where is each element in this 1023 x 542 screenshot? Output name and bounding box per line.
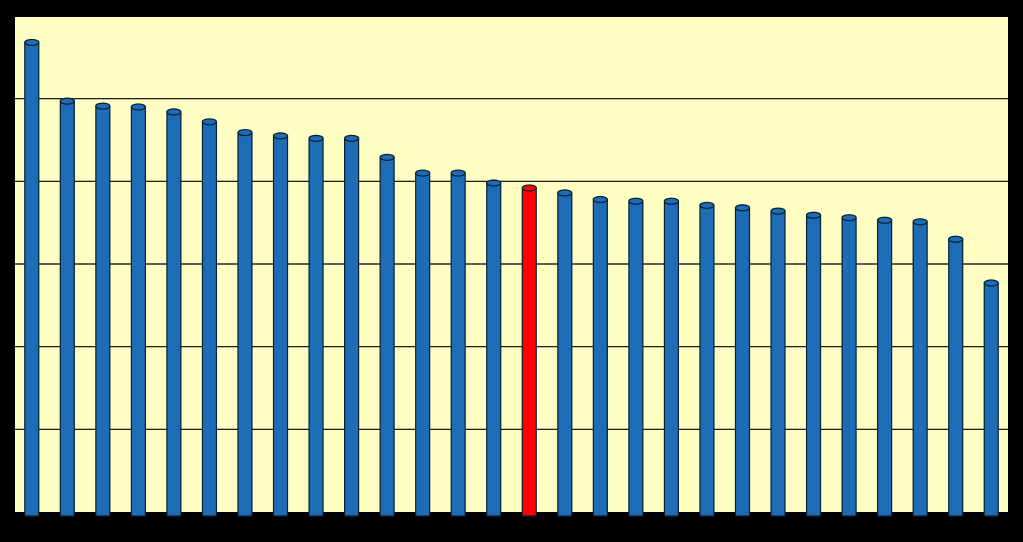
bar-cap: [805, 211, 822, 219]
bar-body: [912, 221, 928, 517]
bar-cap: [557, 189, 573, 197]
bar: [450, 169, 466, 517]
bar-cap: [770, 207, 786, 215]
bar: [201, 118, 218, 517]
bar-cap: [343, 134, 360, 142]
bar: [557, 189, 573, 517]
bar-cap: [663, 197, 680, 205]
bar: [877, 216, 893, 517]
bar-cap: [983, 279, 999, 287]
bar-cap: [841, 214, 857, 222]
bar-body: [201, 121, 218, 517]
bar-body: [628, 200, 644, 517]
bar-body: [841, 217, 857, 517]
bar-body: [486, 182, 502, 517]
bar-body: [24, 41, 40, 517]
bar-cap: [59, 97, 75, 105]
bar-cap: [24, 38, 40, 47]
bar-body: [415, 172, 431, 517]
bar-body: [59, 100, 75, 517]
bar-body: [166, 111, 182, 517]
floor: [14, 512, 1009, 519]
bar-body: [379, 156, 395, 517]
bar-body: [308, 137, 324, 517]
bar: [628, 197, 644, 517]
bar: [379, 153, 395, 517]
bar-body: [272, 135, 289, 517]
bar: [592, 195, 608, 517]
bar-body: [521, 187, 537, 517]
bar: [24, 38, 40, 517]
bar-cap: [237, 128, 253, 137]
bar-cap: [948, 235, 964, 243]
bar-cap: [450, 169, 466, 177]
bar-body: [95, 105, 111, 517]
bar-cap: [521, 184, 537, 192]
bar: [415, 169, 431, 517]
bar: [272, 132, 289, 517]
bar: [948, 235, 964, 517]
bar-cap: [166, 108, 182, 116]
bar: [130, 103, 146, 517]
bar: [95, 102, 111, 517]
bar-body: [770, 210, 786, 517]
bar: [521, 184, 537, 517]
bar: [805, 211, 822, 517]
bar: [308, 134, 324, 517]
bar-cap: [592, 195, 608, 204]
bar-cap: [877, 216, 893, 224]
bar-body: [450, 172, 466, 517]
bar: [770, 207, 786, 517]
bar-cap: [308, 134, 324, 142]
bar-body: [343, 137, 360, 517]
bar-cap: [486, 179, 502, 187]
bar: [912, 218, 928, 517]
bar-cap: [734, 204, 751, 212]
bar-cap: [699, 201, 715, 209]
bar-body: [983, 282, 999, 517]
bar: [166, 108, 182, 517]
bar-body: [592, 198, 608, 517]
plot-area: [13, 15, 1010, 520]
bar-body: [557, 192, 573, 517]
bar-body: [948, 238, 964, 517]
bar: [237, 128, 253, 517]
bar-cap: [201, 118, 218, 126]
bar-cap: [95, 102, 111, 110]
bar: [734, 204, 751, 517]
bar-body: [237, 131, 253, 517]
bar-body: [805, 214, 822, 517]
bar-cap: [379, 153, 395, 161]
bar: [663, 197, 680, 517]
bar: [983, 279, 999, 517]
bar-cap: [130, 103, 146, 111]
bar: [841, 214, 857, 517]
bar-body: [877, 219, 893, 517]
bar-body: [734, 207, 751, 517]
bar-body: [130, 106, 146, 517]
bar-cap: [628, 197, 644, 205]
bar-cap: [415, 169, 431, 177]
bar: [486, 179, 502, 517]
bar-cap: [912, 218, 928, 226]
bar: [699, 201, 715, 517]
bar: [343, 134, 360, 517]
bar-body: [699, 204, 715, 517]
bar-cap: [272, 132, 289, 140]
bar: [59, 97, 75, 517]
bar-body: [663, 200, 680, 517]
